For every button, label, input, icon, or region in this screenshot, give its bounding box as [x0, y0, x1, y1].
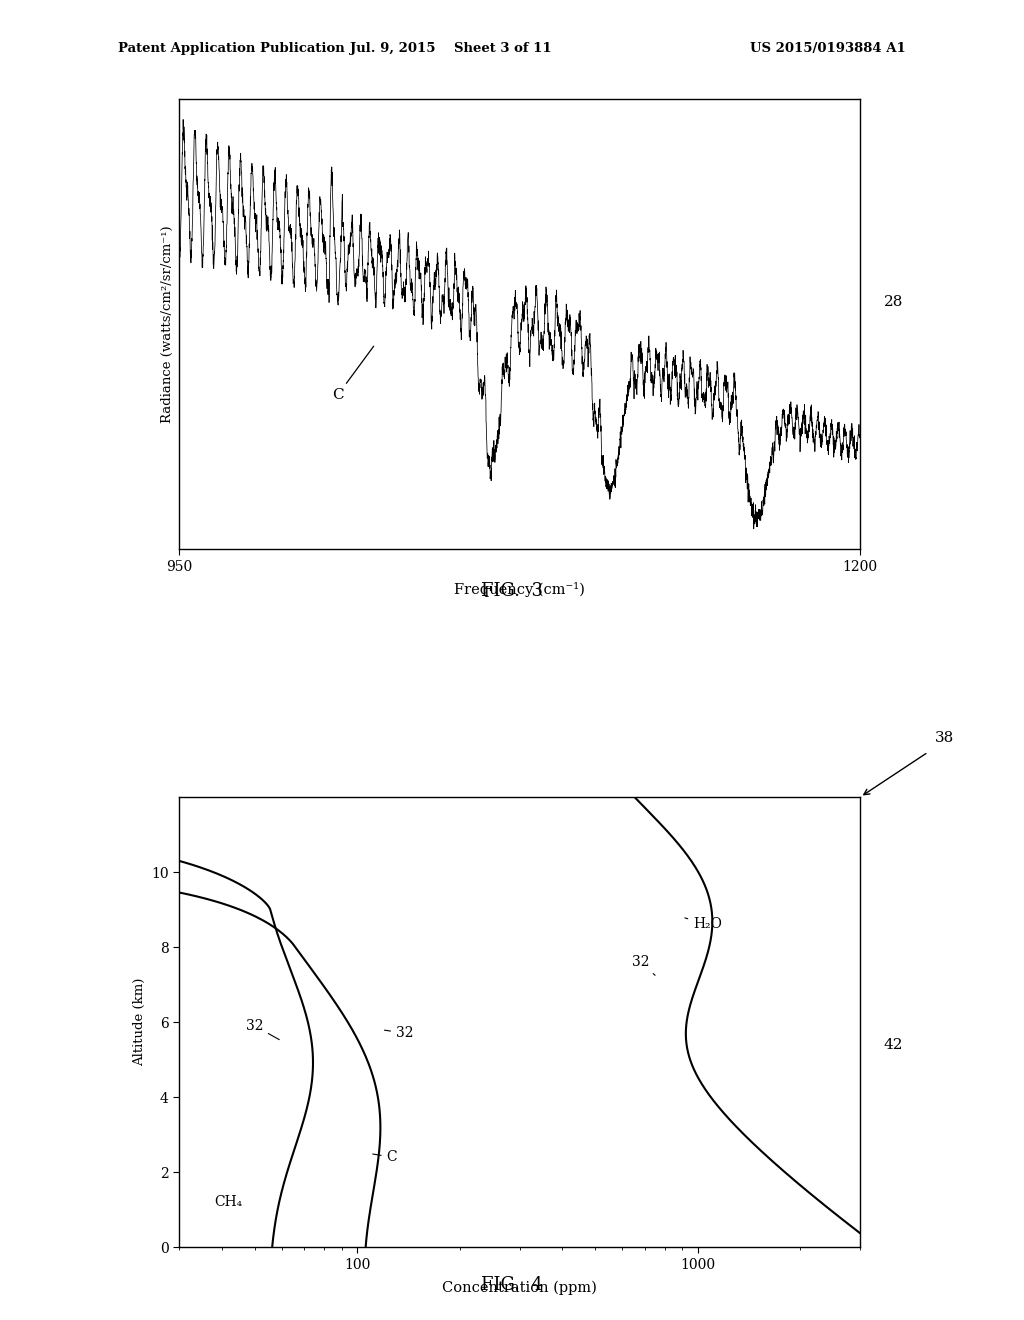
Text: 42: 42 — [884, 1038, 903, 1052]
Text: C: C — [373, 1150, 397, 1164]
Text: 28: 28 — [884, 294, 903, 309]
Text: CH₄: CH₄ — [214, 1196, 243, 1209]
Text: FIG.  3: FIG. 3 — [481, 582, 543, 601]
Text: 32: 32 — [246, 1019, 280, 1040]
Text: 38: 38 — [935, 731, 954, 746]
Text: C: C — [332, 346, 374, 403]
Text: H₂O: H₂O — [685, 917, 722, 932]
Text: 32: 32 — [632, 954, 655, 975]
Text: Jul. 9, 2015    Sheet 3 of 11: Jul. 9, 2015 Sheet 3 of 11 — [350, 42, 551, 55]
Text: 32: 32 — [384, 1026, 414, 1040]
Y-axis label: Altitude (km): Altitude (km) — [132, 978, 145, 1067]
Y-axis label: Radiance (watts/cm²/sr/cm⁻¹): Radiance (watts/cm²/sr/cm⁻¹) — [161, 226, 174, 422]
X-axis label: Frequency (cm⁻¹): Frequency (cm⁻¹) — [455, 582, 585, 597]
Text: US 2015/0193884 A1: US 2015/0193884 A1 — [751, 42, 906, 55]
Text: Patent Application Publication: Patent Application Publication — [118, 42, 344, 55]
Text: FIG.  4: FIG. 4 — [481, 1276, 543, 1295]
X-axis label: Concentration (ppm): Concentration (ppm) — [442, 1280, 597, 1295]
